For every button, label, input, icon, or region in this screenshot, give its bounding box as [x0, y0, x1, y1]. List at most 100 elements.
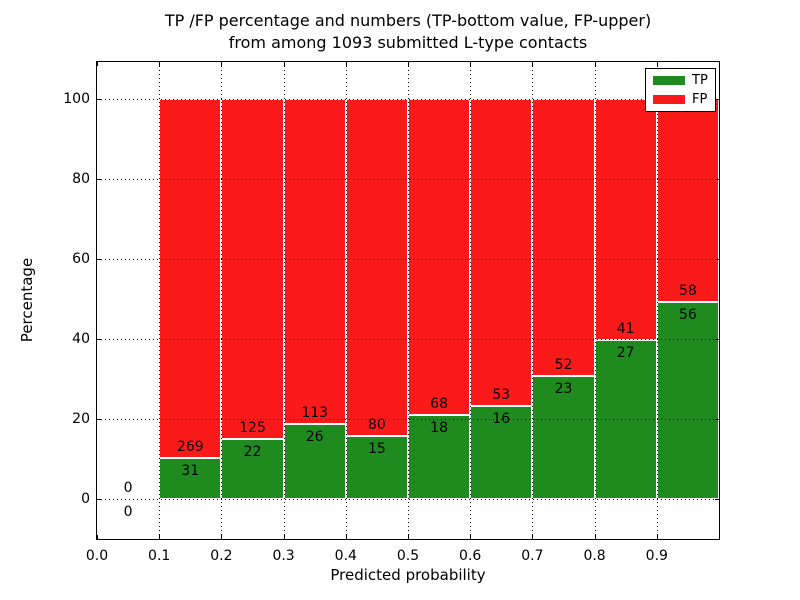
tp-bar [221, 439, 284, 499]
x-tick-label: 0.8 [583, 548, 606, 564]
fp-count-label: 53 [492, 387, 511, 404]
x-axis-label: Predicted probability [330, 566, 486, 584]
x-tick-label: 0.3 [272, 548, 295, 564]
gridline-v [470, 62, 472, 539]
y-axis-label: Percentage [18, 257, 36, 343]
tp-bar [656, 302, 719, 499]
y-tick-label: 80 [72, 170, 90, 187]
tick-mark [97, 98, 101, 100]
x-tick-label: 0.0 [85, 548, 109, 564]
fp-count-label: 41 [616, 321, 635, 338]
fp-bar [532, 98, 595, 377]
tp-count-label: 31 [181, 462, 200, 479]
fp-bar [283, 98, 346, 425]
tick-mark [715, 418, 719, 420]
y-tick-label: 100 [63, 90, 90, 107]
tp-count-label: 23 [554, 381, 573, 398]
gridline-v [345, 62, 347, 539]
tick-mark [715, 98, 719, 100]
tp-count-label: 0 [123, 503, 133, 520]
legend-label-fp: FP [692, 92, 708, 107]
tick-mark [97, 258, 101, 260]
chart-title-line2: from among 1093 submitted L-type contact… [228, 33, 588, 52]
fp-count-label: 125 [239, 420, 266, 437]
tick-mark [470, 535, 472, 539]
x-tick-label: 0.7 [521, 548, 544, 564]
y-tick-label: 20 [72, 410, 90, 427]
tp-swatch-icon [653, 76, 685, 85]
tp-count-label: 15 [367, 440, 386, 457]
tick-mark [532, 62, 534, 66]
tick-mark [532, 535, 534, 539]
fp-bar [345, 98, 408, 436]
x-tick-label: 0.9 [645, 548, 668, 564]
tick-mark [470, 62, 472, 66]
tick-mark [283, 62, 285, 66]
legend-item-tp: TP [653, 74, 708, 87]
fp-count-label: 80 [367, 416, 386, 433]
fp-count-label: 269 [176, 438, 204, 455]
tick-mark [159, 535, 161, 539]
fp-bar [221, 98, 284, 440]
tp-count-label: 16 [492, 411, 511, 428]
fp-bar [594, 98, 657, 341]
gridline-v [594, 62, 596, 539]
gridline-v [408, 62, 409, 539]
fp-count-label: 58 [678, 283, 697, 300]
fp-bar [408, 98, 471, 416]
y-tick-label: 0 [81, 490, 90, 507]
tick-mark [594, 62, 596, 66]
x-tick-label: 0.6 [459, 548, 482, 564]
gridline-v [159, 62, 161, 539]
tick-mark [97, 535, 98, 539]
tp-count-label: 27 [616, 345, 635, 362]
tick-mark [594, 535, 596, 539]
tick-mark [97, 498, 101, 500]
fp-bar [656, 98, 719, 303]
tick-mark [283, 535, 285, 539]
tp-count-label: 56 [678, 307, 697, 324]
tp-count-label: 26 [305, 429, 324, 446]
tick-mark [345, 62, 347, 66]
tick-mark [656, 535, 658, 539]
fp-count-label: 0 [123, 479, 133, 496]
tick-mark [715, 178, 719, 180]
y-tick-label: 40 [72, 330, 90, 347]
x-tick-label: 0.1 [148, 548, 171, 564]
tick-mark [221, 62, 223, 66]
tp-count-label: 18 [430, 420, 448, 437]
tick-mark [715, 258, 719, 260]
fp-count-label: 113 [301, 405, 329, 422]
tick-mark [408, 535, 409, 539]
tick-mark [408, 62, 409, 66]
legend: TP FP [645, 68, 716, 112]
tick-mark [97, 178, 101, 180]
legend-label-tp: TP [692, 73, 708, 88]
x-tick-label: 0.5 [396, 548, 420, 564]
fp-count-label: 68 [430, 396, 448, 413]
tick-mark [656, 62, 658, 66]
gridline-v [221, 62, 223, 539]
gridline-v [656, 62, 658, 539]
fp-swatch-icon [653, 95, 685, 104]
x-tick-label: 0.4 [334, 548, 357, 564]
tp-bar [345, 435, 408, 499]
x-tick-label: 0.2 [210, 548, 233, 564]
tick-mark [97, 62, 98, 66]
tick-mark [221, 535, 223, 539]
tp-bar [159, 457, 222, 499]
tick-mark [159, 62, 161, 66]
y-tick-label: 60 [72, 250, 90, 267]
legend-item-fp: FP [653, 93, 708, 106]
gridline-v [283, 62, 285, 539]
plot-area: 0 0 269 31 125 22 113 26 80 15 68 18 53 16 52 23 41 27 58 5… [96, 61, 720, 540]
tp-bar [470, 406, 533, 499]
tick-mark [97, 418, 101, 420]
tick-mark [97, 338, 101, 340]
fp-bar [159, 98, 222, 458]
tick-mark [715, 498, 719, 500]
fp-bar [470, 98, 533, 407]
gridline-v [532, 62, 534, 539]
tick-mark [715, 338, 719, 340]
